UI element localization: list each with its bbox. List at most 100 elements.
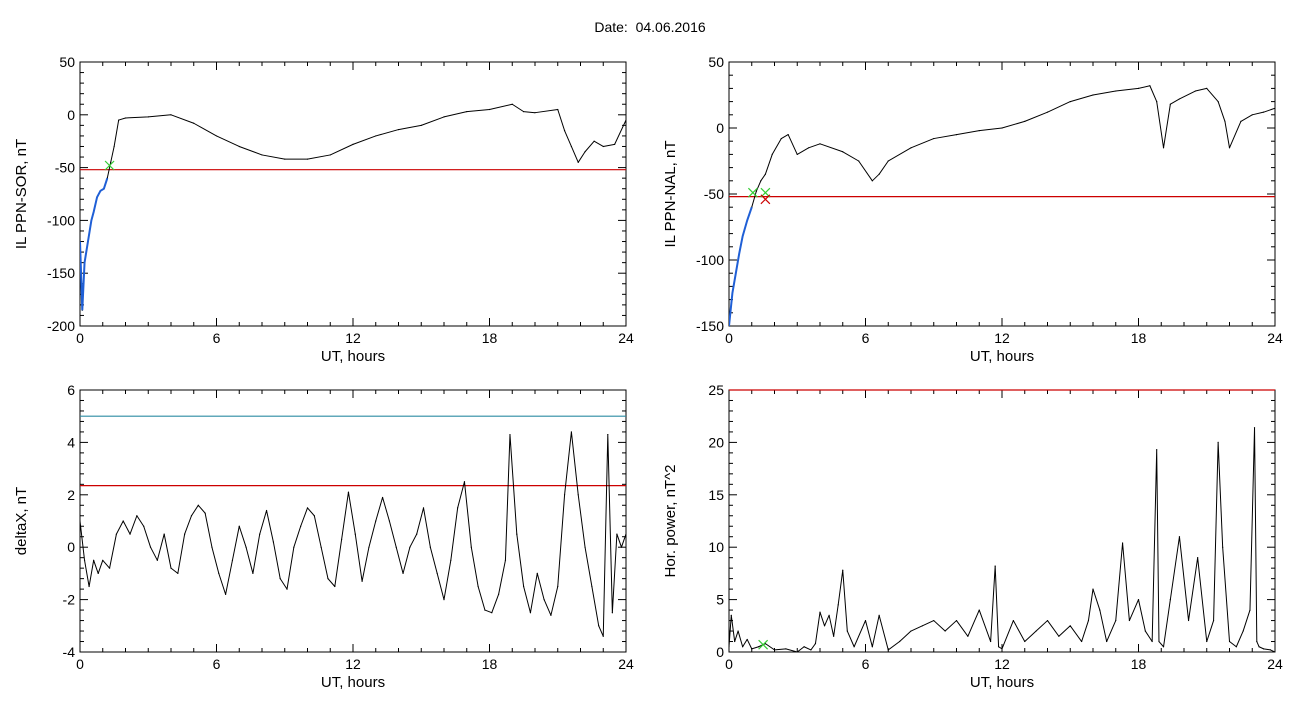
data-point <box>1046 111 1049 113</box>
data-point <box>375 135 377 137</box>
data-point <box>785 648 787 650</box>
data-point <box>190 515 193 517</box>
data-point <box>978 130 980 132</box>
data-point <box>102 559 104 561</box>
data-point <box>83 559 86 561</box>
x-axis-label: UT, hours <box>970 674 1034 691</box>
data-point <box>88 585 90 588</box>
data-point <box>819 611 821 613</box>
data-point <box>409 546 411 548</box>
data-point <box>1224 120 1226 122</box>
chart-panel-1: 0 6 12 18 24 -200 -150 -100 -50 0 50 UT, hours IL PP… <box>13 54 634 365</box>
data-point <box>1263 648 1265 650</box>
data-point <box>1249 609 1251 611</box>
data-point <box>420 124 422 126</box>
data-point <box>570 431 573 433</box>
data-point <box>284 158 286 160</box>
data-point <box>614 143 616 145</box>
data-point <box>837 604 839 606</box>
y-axis-label: deltaX, nT <box>13 487 30 555</box>
data-point <box>149 546 152 548</box>
data-point <box>1081 640 1083 643</box>
plot-frame <box>728 389 1276 653</box>
data-series-line <box>80 103 626 311</box>
data-point <box>563 130 566 132</box>
data-point <box>1001 127 1003 129</box>
y-tick-label: -50 <box>704 186 724 202</box>
x-axis-label: UT, hours <box>321 674 385 691</box>
data-point <box>457 507 459 509</box>
data-point <box>871 646 873 648</box>
data-point <box>737 630 739 632</box>
data-point <box>764 173 767 175</box>
data-point <box>1106 640 1108 643</box>
y-tick-label: 2 <box>67 487 75 503</box>
x-axis-label: UT, hours <box>970 348 1034 365</box>
data-point <box>272 541 274 543</box>
data-point <box>113 145 115 148</box>
data-point <box>1087 619 1090 622</box>
y-tick-label: -150 <box>47 265 75 281</box>
data-point <box>602 635 604 637</box>
data-point <box>858 160 860 162</box>
data-point <box>853 646 855 648</box>
data-point <box>177 572 179 575</box>
data-point <box>773 649 776 651</box>
data-point <box>193 122 195 124</box>
data-point <box>143 525 145 527</box>
data-point <box>933 137 935 140</box>
data-point <box>810 649 812 651</box>
data-point <box>381 496 384 499</box>
data-point <box>320 546 322 548</box>
x-tick-label: 18 <box>1131 330 1147 346</box>
data-point <box>147 116 149 118</box>
x-tick-label: 12 <box>345 330 361 346</box>
data-point <box>878 614 880 616</box>
data-point <box>252 572 254 575</box>
data-point <box>823 625 826 627</box>
data-point <box>97 572 99 575</box>
data-point <box>259 533 261 535</box>
data-point <box>933 619 935 622</box>
chart-panel-2: 0 6 12 18 24 -150 -100 -50 0 50 UT, hours IL PPN-NA… <box>662 54 1283 365</box>
data-point <box>796 153 798 155</box>
data-point <box>1235 646 1237 648</box>
data-point <box>771 153 773 155</box>
data-point <box>1151 640 1153 643</box>
data-point <box>1206 640 1208 643</box>
y-axis-label: IL PPN-SOR, nT <box>13 139 30 249</box>
y-tick-label: 0 <box>67 539 75 555</box>
data-point <box>1069 101 1071 103</box>
data-point <box>523 111 525 113</box>
y-axis-label: IL PPN-NAL, nT <box>662 141 679 248</box>
data-point <box>828 614 830 616</box>
data-point <box>416 533 418 535</box>
data-point <box>1128 619 1130 622</box>
data-point <box>846 630 848 632</box>
x-tick-label: 6 <box>213 330 221 346</box>
data-point <box>170 567 172 569</box>
x-tick-label: 0 <box>725 330 733 346</box>
x-tick-label: 24 <box>618 330 634 346</box>
data-point <box>422 507 425 509</box>
data-point <box>611 612 613 614</box>
data-point <box>734 640 736 643</box>
data-point <box>955 619 958 622</box>
data-point <box>921 625 923 627</box>
data-point <box>1178 98 1181 100</box>
data-point <box>616 533 618 535</box>
x-tick-label: 12 <box>345 656 361 672</box>
data-point <box>509 433 511 436</box>
data-point <box>218 572 220 575</box>
y-tick-label: -200 <box>47 318 75 334</box>
y-tick-label: -100 <box>696 252 724 268</box>
data-point <box>887 160 889 162</box>
data-point <box>225 593 227 595</box>
data-point <box>591 585 593 588</box>
data-point <box>997 646 1000 648</box>
data-point <box>878 173 880 175</box>
y-tick-label: 25 <box>708 382 724 398</box>
data-point <box>1158 640 1160 643</box>
data-point <box>136 515 138 517</box>
data-point <box>352 143 354 145</box>
